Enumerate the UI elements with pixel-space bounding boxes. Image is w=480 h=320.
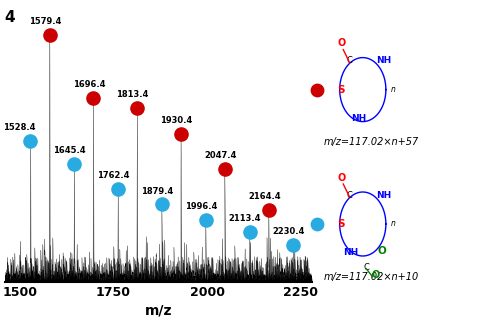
Point [202, 217, 210, 222]
Text: m/z=117.02×n+57: m/z=117.02×n+57 [324, 137, 419, 148]
Text: C: C [347, 191, 352, 200]
Point [265, 207, 273, 212]
Point [289, 242, 297, 247]
Text: 2164.4: 2164.4 [248, 192, 280, 201]
Point [46, 32, 53, 37]
Text: 2113.4: 2113.4 [229, 214, 261, 223]
Text: O: O [337, 172, 346, 183]
Text: 1813.4: 1813.4 [117, 91, 149, 100]
Text: O: O [378, 246, 387, 256]
Text: C: C [363, 263, 369, 272]
Text: 2230.4: 2230.4 [273, 227, 305, 236]
Point [177, 131, 185, 136]
Point [26, 139, 34, 144]
Point [114, 187, 122, 192]
Text: 1879.4: 1879.4 [141, 187, 174, 196]
Text: 2047.4: 2047.4 [204, 151, 237, 160]
Text: NH: NH [343, 248, 358, 257]
Text: 4: 4 [5, 10, 15, 25]
Text: m/z=117.02×n+10: m/z=117.02×n+10 [324, 272, 419, 282]
Text: NH: NH [352, 114, 367, 123]
Text: O: O [371, 270, 379, 280]
Point [246, 230, 253, 235]
Text: 1528.4: 1528.4 [3, 123, 36, 132]
Text: 1762.4: 1762.4 [97, 172, 130, 180]
Text: n: n [391, 220, 396, 228]
Text: n: n [391, 85, 396, 94]
Text: C: C [347, 56, 352, 65]
Text: S: S [338, 219, 345, 229]
Point [158, 202, 166, 207]
Text: S: S [338, 84, 345, 95]
Text: NH: NH [376, 191, 392, 200]
X-axis label: m/z: m/z [144, 304, 172, 318]
Point [71, 161, 78, 166]
Text: O: O [337, 38, 346, 48]
Text: 1579.4: 1579.4 [29, 17, 61, 26]
Text: NH: NH [376, 56, 392, 65]
Point [313, 87, 321, 92]
Text: 1645.4: 1645.4 [53, 146, 86, 155]
Text: 1696.4: 1696.4 [72, 80, 105, 89]
Point [313, 221, 321, 227]
Point [133, 106, 141, 111]
Text: 1996.4: 1996.4 [185, 202, 217, 211]
Point [221, 166, 228, 172]
Point [90, 96, 97, 101]
Text: 1930.4: 1930.4 [160, 116, 192, 125]
